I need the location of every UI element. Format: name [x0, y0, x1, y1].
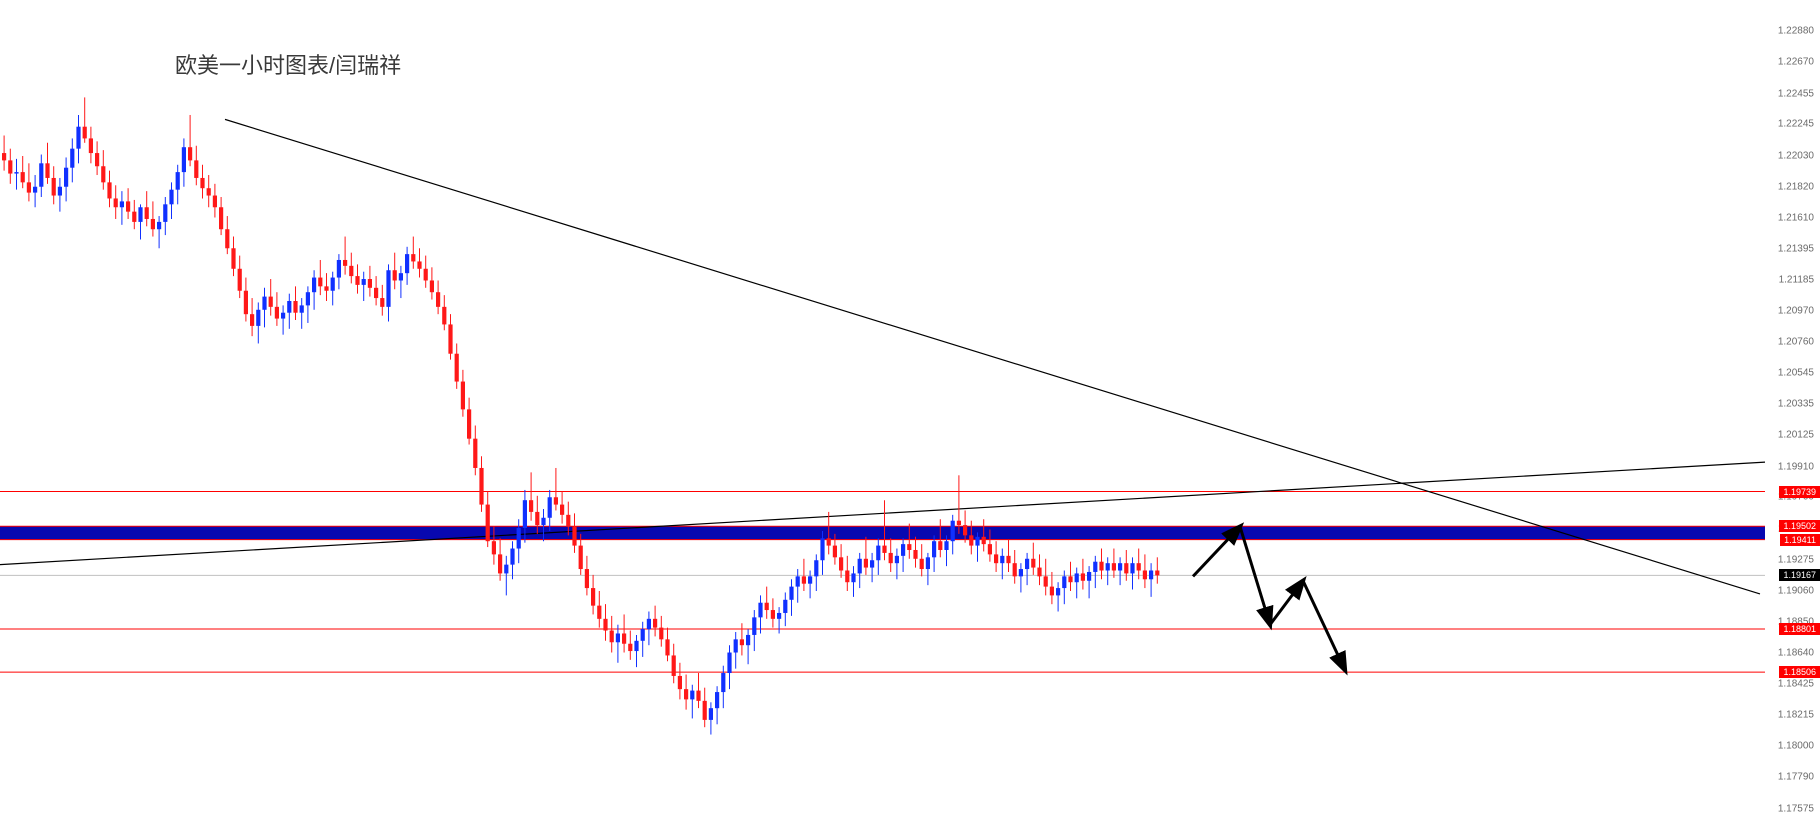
y-tick: 1.22245 — [1778, 119, 1814, 130]
y-tick: 1.22880 — [1778, 26, 1814, 37]
y-tick: 1.17790 — [1778, 772, 1814, 783]
y-tick: 1.20335 — [1778, 399, 1814, 410]
y-tick: 1.21185 — [1779, 274, 1814, 285]
y-tick: 1.22030 — [1778, 150, 1814, 161]
y-tick: 1.18425 — [1778, 679, 1814, 690]
price-tag: 1.18506 — [1779, 666, 1820, 678]
y-tick: 1.19275 — [1778, 554, 1814, 565]
y-tick: 1.22670 — [1778, 57, 1814, 68]
y-tick: 1.17575 — [1778, 803, 1814, 814]
y-tick: 1.20970 — [1778, 306, 1814, 317]
chart-title: 欧美一小时图表/闫瑞祥 — [175, 48, 401, 80]
y-tick: 1.19910 — [1778, 461, 1814, 472]
price-tag: 1.19739 — [1779, 486, 1820, 498]
price-tag: 1.19502 — [1779, 520, 1820, 532]
y-tick: 1.21395 — [1778, 243, 1814, 254]
y-tick: 1.18215 — [1778, 709, 1814, 720]
y-tick: 1.20545 — [1778, 368, 1814, 379]
chart-container[interactable]: 1.22880 1.22670 1.22455 1.22245 1.22030 1.218… — [0, 0, 1820, 840]
y-tick: 1.18640 — [1778, 647, 1814, 658]
price-tag: 1.18801 — [1779, 623, 1820, 635]
y-tick: 1.21820 — [1778, 181, 1814, 192]
y-tick: 1.20125 — [1778, 430, 1814, 441]
y-tick: 1.22455 — [1778, 88, 1814, 99]
y-tick: 1.19060 — [1778, 586, 1814, 597]
price-tag: 1.19167 — [1779, 569, 1820, 581]
y-axis: 1.22880 1.22670 1.22455 1.22245 1.22030 1.218… — [1765, 0, 1820, 840]
price-chart[interactable] — [0, 0, 1820, 840]
y-tick: 1.20760 — [1778, 337, 1814, 348]
y-tick: 1.18000 — [1778, 741, 1814, 752]
price-tag: 1.19411 — [1780, 534, 1820, 546]
y-tick: 1.21610 — [1778, 212, 1814, 223]
